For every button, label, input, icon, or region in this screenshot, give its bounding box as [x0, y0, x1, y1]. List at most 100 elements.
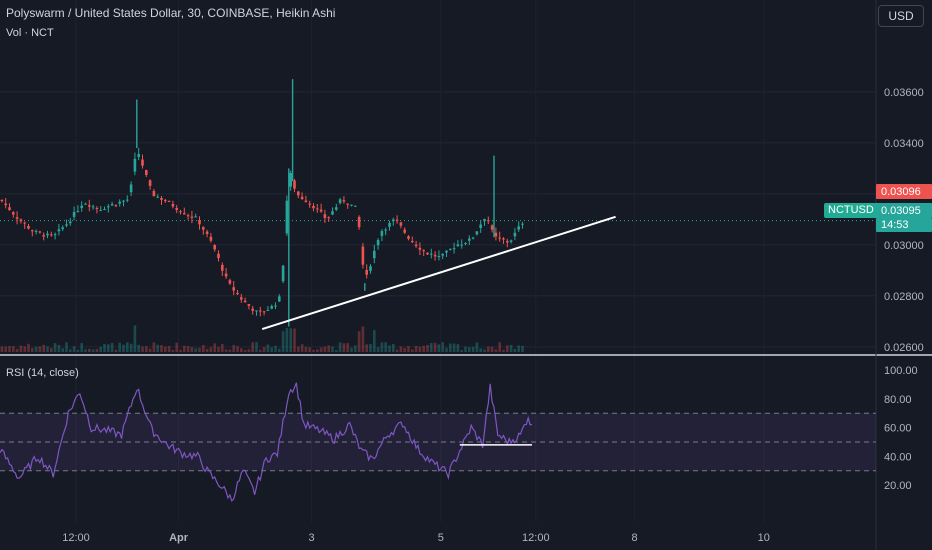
volume-bar	[247, 349, 251, 352]
candle-body	[69, 221, 72, 224]
time-tick-label: 12:00	[522, 532, 550, 544]
volume-bar	[107, 344, 110, 352]
volume-bar	[42, 344, 45, 352]
candle-body	[293, 180, 296, 189]
candle-body	[255, 310, 258, 312]
volume-bars	[0, 325, 524, 352]
price-axis[interactable]: 0.026000.028000.030000.032000.034000.036…	[62, 87, 924, 544]
volume-bar	[224, 349, 228, 352]
candle-body	[65, 224, 68, 226]
candle-body	[373, 250, 376, 259]
candle-body	[357, 216, 361, 228]
volume-bar	[285, 327, 289, 352]
rsi-legend[interactable]: RSI (14, close)	[6, 367, 79, 379]
volume-bar	[167, 346, 171, 352]
candle-body	[308, 203, 311, 205]
candle-body	[506, 240, 509, 243]
candle-body	[221, 264, 224, 271]
volume-bar	[365, 344, 368, 352]
volume-bar	[91, 349, 95, 352]
volume-bar	[479, 348, 482, 352]
candle-body	[289, 172, 292, 187]
candle-body	[213, 245, 216, 250]
candle-body	[175, 207, 178, 210]
drawing-layer[interactable]	[261, 215, 616, 446]
candle-body	[433, 254, 437, 257]
candle-body	[34, 230, 38, 232]
candle-body	[53, 234, 57, 236]
volume-bar	[361, 326, 365, 352]
candle-body	[376, 240, 380, 246]
volume-bar	[297, 346, 300, 352]
volume-bar	[160, 345, 163, 352]
time-tick-label: 12:00	[62, 532, 90, 544]
rsi-tick-label: 40.00	[884, 451, 912, 463]
candle-body	[198, 220, 201, 225]
candle-body	[118, 201, 121, 204]
volume-bar	[300, 344, 304, 352]
volume-bar	[418, 346, 422, 352]
volume-bar	[61, 348, 64, 352]
volume-bar	[354, 345, 357, 352]
volume-bar	[213, 343, 216, 352]
volume-bar	[76, 349, 80, 352]
volume-bar	[437, 344, 441, 352]
volume-bar	[88, 348, 91, 352]
currency-button[interactable]: USD	[878, 5, 924, 27]
volume-bar	[46, 346, 49, 352]
candle-body	[95, 207, 99, 209]
candle-body	[342, 200, 346, 202]
volume-bar	[110, 342, 114, 352]
candle-body	[61, 227, 64, 230]
price-tick-label: 0.03400	[884, 138, 924, 150]
volume-bar	[251, 342, 254, 352]
candle-body	[479, 224, 482, 229]
rsi-band	[0, 412, 876, 472]
volume-bar	[407, 346, 410, 352]
volume-bar	[513, 348, 517, 352]
candle-body	[164, 200, 167, 202]
symbol-tag: NCTUSD	[824, 203, 878, 218]
candle-body	[183, 213, 186, 215]
candle-body	[338, 199, 342, 204]
volume-bar	[464, 346, 467, 352]
candle-body	[179, 211, 182, 213]
volume-bar	[50, 348, 53, 352]
candle-body	[205, 231, 209, 235]
volume-bar	[84, 349, 87, 352]
candle-body	[407, 236, 410, 239]
volume-bar	[487, 346, 490, 352]
candle-body	[323, 214, 327, 219]
candle-body	[15, 217, 19, 219]
candle-body	[50, 234, 53, 236]
volume-bar	[350, 347, 353, 352]
volume-bar	[426, 344, 429, 352]
volume-bar	[392, 343, 395, 352]
volume-bar	[281, 331, 285, 352]
volume-bar	[190, 346, 194, 352]
candle-body	[88, 205, 91, 207]
volume-bar	[34, 346, 38, 352]
candle-body	[190, 216, 194, 218]
candle-body	[217, 253, 220, 259]
rsi-band-fill	[0, 413, 876, 471]
candle-body	[388, 222, 391, 227]
time-tick-label: Apr	[169, 532, 189, 544]
trendline[interactable]	[261, 215, 616, 331]
candle-body	[445, 250, 448, 253]
candle-body	[156, 196, 159, 198]
candle-body	[31, 230, 34, 232]
candle-body	[266, 309, 270, 311]
candle-body	[240, 297, 243, 300]
volume-bar	[308, 347, 311, 352]
price-tags: 0.03096 0.03095 14:53	[876, 184, 932, 232]
candle-body	[133, 158, 137, 172]
volume-bar	[262, 347, 266, 352]
volume-bar	[475, 342, 479, 352]
volume-legend[interactable]: Vol · NCT	[6, 27, 54, 39]
candle-body	[430, 253, 433, 255]
candle-body	[278, 296, 281, 302]
candle-body	[262, 311, 266, 313]
candle-body	[141, 159, 144, 166]
